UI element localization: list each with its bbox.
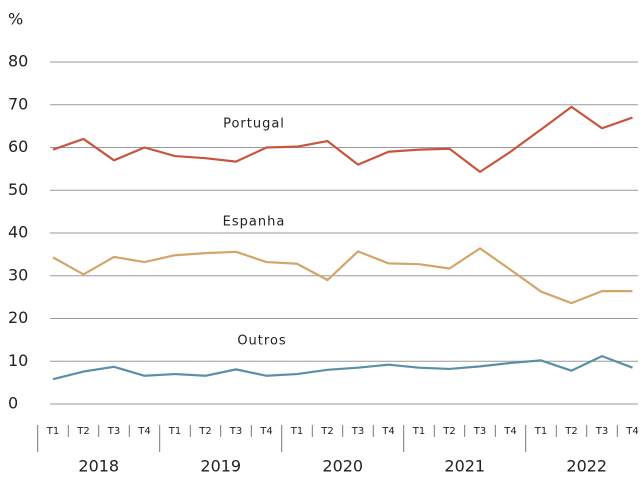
y-tick-label: 20 xyxy=(8,308,28,327)
series-line xyxy=(52,247,633,305)
x-tick-label: T3 xyxy=(595,426,608,437)
y-tick-label: 80 xyxy=(8,52,28,71)
y-tick-label: 10 xyxy=(8,351,28,370)
x-tick-label: T2 xyxy=(320,426,333,437)
x-tick-label: T2 xyxy=(198,426,211,437)
year-label: 2020 xyxy=(322,457,363,476)
x-tick-label: T1 xyxy=(168,426,181,437)
x-tick-label: T2 xyxy=(76,426,89,437)
y-tick-label: 50 xyxy=(8,180,28,199)
x-tick-label: T4 xyxy=(381,426,394,437)
y-axis-label: % xyxy=(8,10,23,29)
y-tick-label: 40 xyxy=(8,223,28,242)
year-label: 2019 xyxy=(200,457,241,476)
year-label: 2021 xyxy=(444,457,485,476)
x-tick-label: T1 xyxy=(46,426,59,437)
series-label: Espanha xyxy=(223,215,286,230)
x-tick-label: T2 xyxy=(442,426,455,437)
x-tick-label: T4 xyxy=(625,426,638,437)
x-tick-label: T3 xyxy=(229,426,242,437)
y-tick-label: 0 xyxy=(8,394,18,413)
x-tick-label: T4 xyxy=(137,426,150,437)
series-label: Outros xyxy=(237,334,286,349)
year-label: 2022 xyxy=(566,457,607,476)
series-line xyxy=(52,355,633,381)
series-label: Portugal xyxy=(223,117,285,132)
x-tick-label: T4 xyxy=(503,426,516,437)
x-tick-label: T3 xyxy=(473,426,486,437)
x-tick-label: T3 xyxy=(351,426,364,437)
x-tick-label: T2 xyxy=(564,426,577,437)
x-tick-label: T1 xyxy=(534,426,547,437)
y-tick-label: 60 xyxy=(8,137,28,156)
x-tick-label: T1 xyxy=(290,426,303,437)
y-tick-label: 70 xyxy=(8,94,28,113)
x-tick-label: T4 xyxy=(259,426,272,437)
x-tick-label: T1 xyxy=(412,426,425,437)
series-line xyxy=(52,105,633,173)
y-tick-label: 30 xyxy=(8,265,28,284)
year-label: 2018 xyxy=(78,457,119,476)
x-tick-label: T3 xyxy=(107,426,120,437)
